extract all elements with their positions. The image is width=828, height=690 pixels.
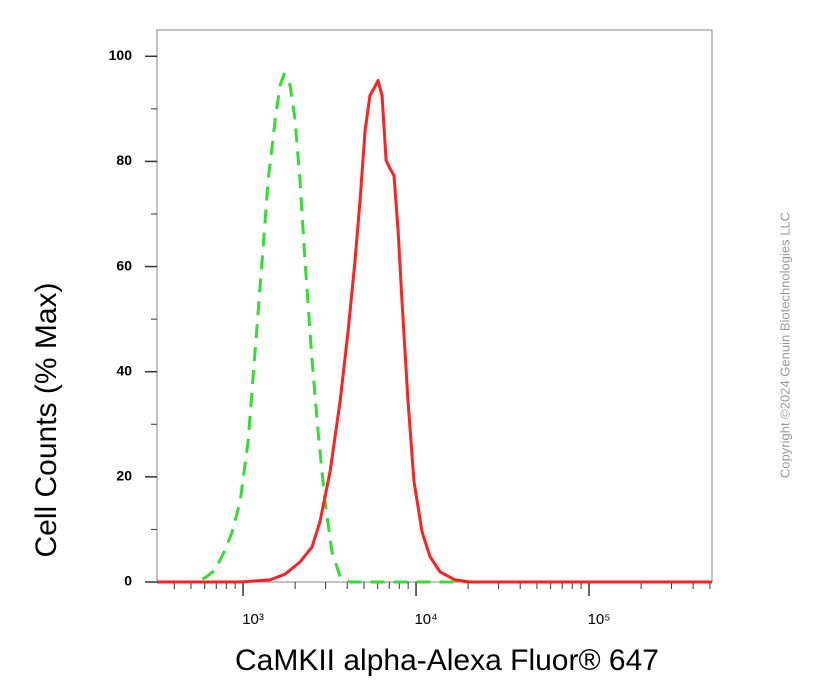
x-tick-label: 10³: [242, 611, 264, 628]
histogram-line: [157, 79, 712, 584]
x-tick-label: 10⁵: [588, 611, 611, 628]
y-tick-label: 80: [116, 152, 132, 168]
y-tick-label: 40: [116, 362, 132, 378]
y-tick-label: 60: [116, 257, 132, 273]
plot-frame: [156, 29, 713, 583]
x-tick-label: 10⁴: [414, 611, 437, 628]
y-tick-label: 0: [124, 573, 132, 589]
x-axis-label: CaMKII alpha-Alexa Fluor® 647: [235, 644, 659, 677]
y-axis-label: Cell Counts (% Max): [30, 282, 63, 557]
y-tick-label: 20: [116, 468, 132, 484]
histogram-line: [157, 72, 712, 584]
y-tick-label: 100: [109, 47, 133, 63]
watermark: Copyright ©2024 Genuin Biotechnologies L…: [777, 212, 792, 478]
